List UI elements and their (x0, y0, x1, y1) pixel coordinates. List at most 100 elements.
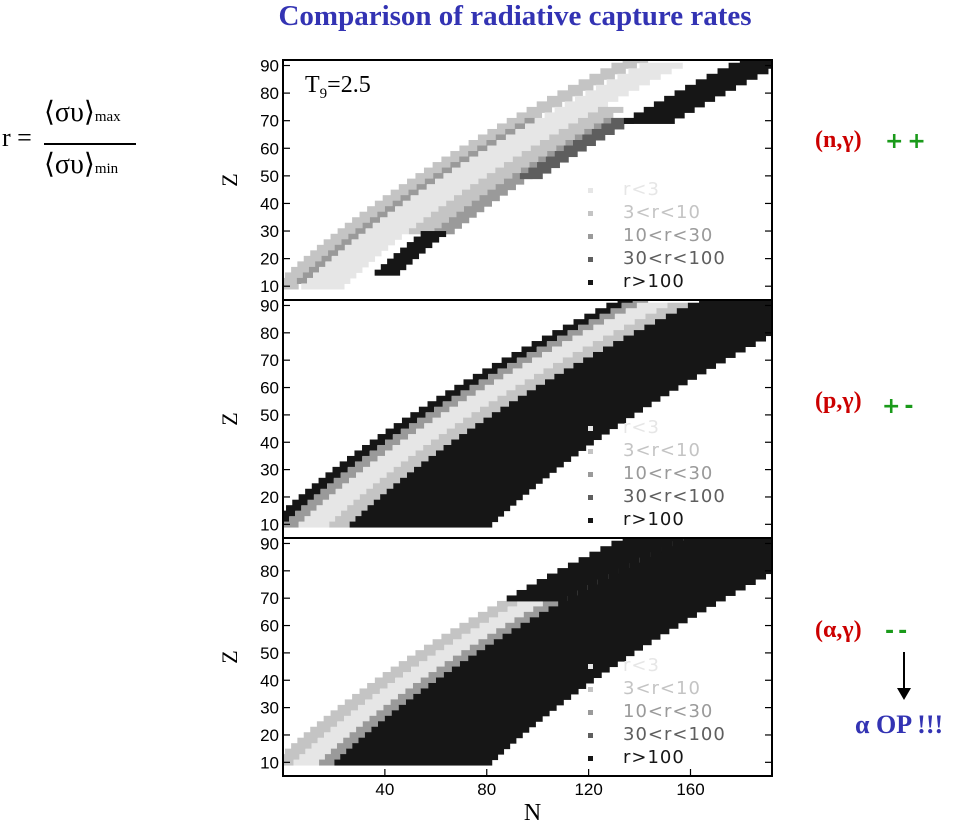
formula-denominator-text: ⟨συ⟩ (44, 149, 95, 180)
heatmap-cell (334, 759, 493, 766)
heatmap-cell (623, 324, 645, 331)
heatmap-cell (369, 450, 386, 457)
heatmap-cell (338, 250, 382, 257)
heatmap-cell (589, 73, 615, 80)
y-tick-label: 20 (260, 726, 279, 745)
heatmap-cell (416, 428, 447, 435)
heatmap-cell (362, 222, 373, 229)
heatmap-cell (695, 79, 747, 86)
y-tick-label: 40 (260, 671, 279, 690)
heatmap-cell (367, 682, 388, 689)
heatmap-cell (369, 217, 381, 224)
heatmap-cell (537, 162, 560, 169)
heatmap-cell (333, 477, 350, 484)
heatmap-cell (430, 439, 452, 446)
chart-panel-1: 10 20 30 40 50 60 70 80 90 Z T9=2.5 r<33<r<1010<r<3… (217, 57, 773, 301)
heatmap-cell (380, 264, 407, 271)
heatmap-cell (523, 611, 540, 618)
heatmap-cell (448, 217, 470, 224)
heatmap-cell (420, 231, 447, 238)
heatmap-cell (472, 373, 489, 380)
heatmap-cell (512, 156, 539, 163)
heatmap-cell (582, 346, 603, 353)
heatmap-cell (459, 622, 480, 629)
heatmap-cell (597, 106, 624, 113)
reaction-label-ag: (α,γ) (815, 617, 862, 643)
heatmap-cell (354, 461, 371, 468)
heatmap-cell (535, 384, 679, 391)
formula-denominator-sub: min (94, 161, 119, 177)
heatmap-cell (479, 622, 506, 629)
heatmap-cell (526, 584, 588, 591)
heatmap-cell (367, 206, 393, 213)
heatmap-cell (507, 362, 523, 369)
y-tick-label: 10 (260, 753, 279, 772)
heatmap-cell (450, 162, 461, 169)
heatmap-cell (484, 384, 516, 391)
heatmap-cell (497, 395, 518, 402)
heatmap-cell (543, 368, 564, 375)
heatmap-cell (597, 579, 756, 586)
heatmap-cell (459, 145, 485, 152)
heatmap-cell (434, 406, 450, 413)
heatmap-cell (392, 434, 409, 441)
heatmap-cell (313, 494, 330, 501)
legend-label: r>100 (623, 271, 685, 292)
heatmap-cell (348, 233, 359, 240)
heatmap-cell (406, 472, 550, 479)
heatmap-cell (687, 302, 772, 309)
heatmap-cell (310, 250, 336, 257)
heatmap-cell (459, 434, 602, 441)
heatmap-cell (310, 510, 342, 517)
legend-label: r>100 (623, 509, 685, 530)
heatmap-cell (427, 401, 443, 408)
heatmap-cell (461, 650, 477, 657)
heatmap-cell (485, 644, 643, 651)
heatmap-cell (595, 308, 611, 315)
y-tick-label: 50 (260, 644, 279, 663)
heatmap-cell (400, 461, 422, 468)
heatmap-cell (573, 319, 589, 326)
heatmap-cell (557, 90, 583, 97)
heatmap-cell (467, 428, 610, 435)
heatmap-cell (414, 466, 557, 473)
heatmap-cell (415, 173, 441, 180)
heatmap-cell (291, 266, 317, 273)
heatmap-cell (372, 483, 394, 490)
legend-label: 10<r<30 (623, 225, 713, 246)
heatmap-cell (305, 748, 331, 755)
heatmap-cell (445, 390, 461, 397)
heatmap-cell (347, 505, 368, 512)
heatmap-cell (324, 732, 350, 739)
heatmap-cell (501, 357, 517, 364)
heatmap-cell (413, 693, 572, 700)
heatmap-cell (382, 195, 409, 202)
heatmap-cell (400, 477, 543, 484)
heatmap-cell (351, 239, 395, 246)
heatmap-cell (567, 595, 726, 602)
heatmap-cell (308, 266, 320, 273)
y-tick-label: 60 (260, 379, 279, 398)
heatmap-cell (310, 726, 331, 733)
heatmap-cell (362, 444, 378, 451)
heatmap-cell (536, 346, 553, 353)
heatmap-cell (319, 266, 363, 273)
heatmap-cell (645, 313, 666, 320)
heatmap-cell (301, 505, 317, 512)
heatmap-cell (584, 313, 600, 320)
heatmap-cell (558, 600, 717, 607)
heatmap-cell (295, 510, 311, 517)
legend-label: r<3 (623, 655, 660, 676)
heatmap-cell (554, 373, 697, 380)
heatmap-cell (600, 546, 662, 553)
heatmap-cell (417, 417, 433, 424)
heatmap-cell (406, 242, 433, 249)
heatmap-cell (337, 721, 363, 728)
heatmap-cell (578, 79, 605, 86)
heatmap-cell (296, 277, 308, 284)
heatmap-cell (358, 737, 517, 744)
heatmap-cell (385, 428, 401, 435)
heatmap-cell (286, 505, 302, 512)
x-tick-label: 120 (574, 780, 602, 799)
legend-label: 10<r<30 (623, 463, 713, 484)
